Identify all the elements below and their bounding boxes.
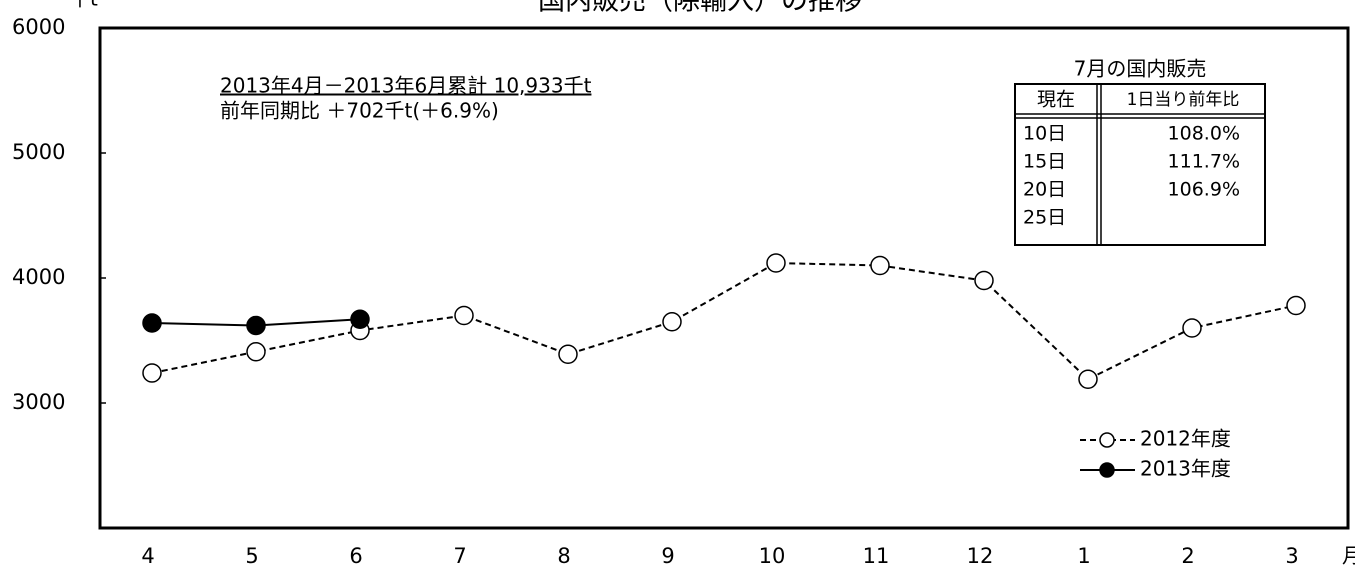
data-point [870,255,890,276]
y-unit-label: 千t [70,0,98,11]
data-point [454,305,474,326]
table-cell: 15日 [1023,151,1066,173]
data-point [1078,369,1098,389]
data-point [662,312,682,332]
x-tick-label: 11 [863,544,890,568]
x-tick-label: 9 [661,544,674,568]
table-frame [1014,83,1266,246]
table-cell: 25日 [1023,207,1066,229]
annotation: 2013年4月－2013年6月累計 10,933千t [220,74,592,98]
data-point [974,270,994,291]
chart-title: 国内販売（除輸入）の推移 [538,0,862,17]
x-tick-label: 1 [1077,544,1090,568]
table-cell: 108.0% [1168,123,1240,145]
summary-table [1014,83,1266,246]
data-point [558,344,578,364]
data-point [246,315,266,336]
table-cell: 10日 [1023,123,1066,145]
y-tick-label: 6000 [12,15,65,39]
table-header: 1日当り前年比 [1127,90,1240,110]
data-point [142,363,162,383]
y-tick-label: 3000 [12,390,65,414]
table-cell: 106.9% [1168,179,1240,201]
data-point [142,313,162,333]
x-tick-label: 6 [349,544,362,568]
x-tick-label: 4 [141,544,154,568]
legend-label: 2012年度 [1140,427,1231,451]
x-tick-label: 10 [759,544,786,568]
x-tick-label: 3 [1285,544,1298,568]
data-point [1182,318,1202,338]
table-header: 現在 [1037,89,1075,111]
annotation: 前年同期比 ＋702千t(＋6.9%) [220,99,499,123]
y-tick-label: 4000 [12,265,65,289]
table-cell: 111.7% [1168,151,1240,173]
data-point [246,342,266,362]
x-tick-label: 12 [967,544,994,568]
data-point [350,309,370,329]
legend-label: 2013年度 [1140,457,1231,481]
data-point [766,253,786,273]
x-tick-label: 2 [1181,544,1194,568]
table-cell: 20日 [1023,179,1066,201]
x-tick-label: 8 [557,544,570,568]
y-tick-label: 5000 [12,140,65,164]
series-line [151,261,1297,381]
x-unit-label: 月 [1342,544,1355,568]
x-tick-label: 7 [453,544,466,568]
data-point [1286,295,1306,316]
table-title: 7月の国内販売 [1074,57,1207,81]
x-tick-label: 5 [245,544,258,568]
legend-marker [1099,432,1115,448]
legend-marker [1099,462,1115,478]
